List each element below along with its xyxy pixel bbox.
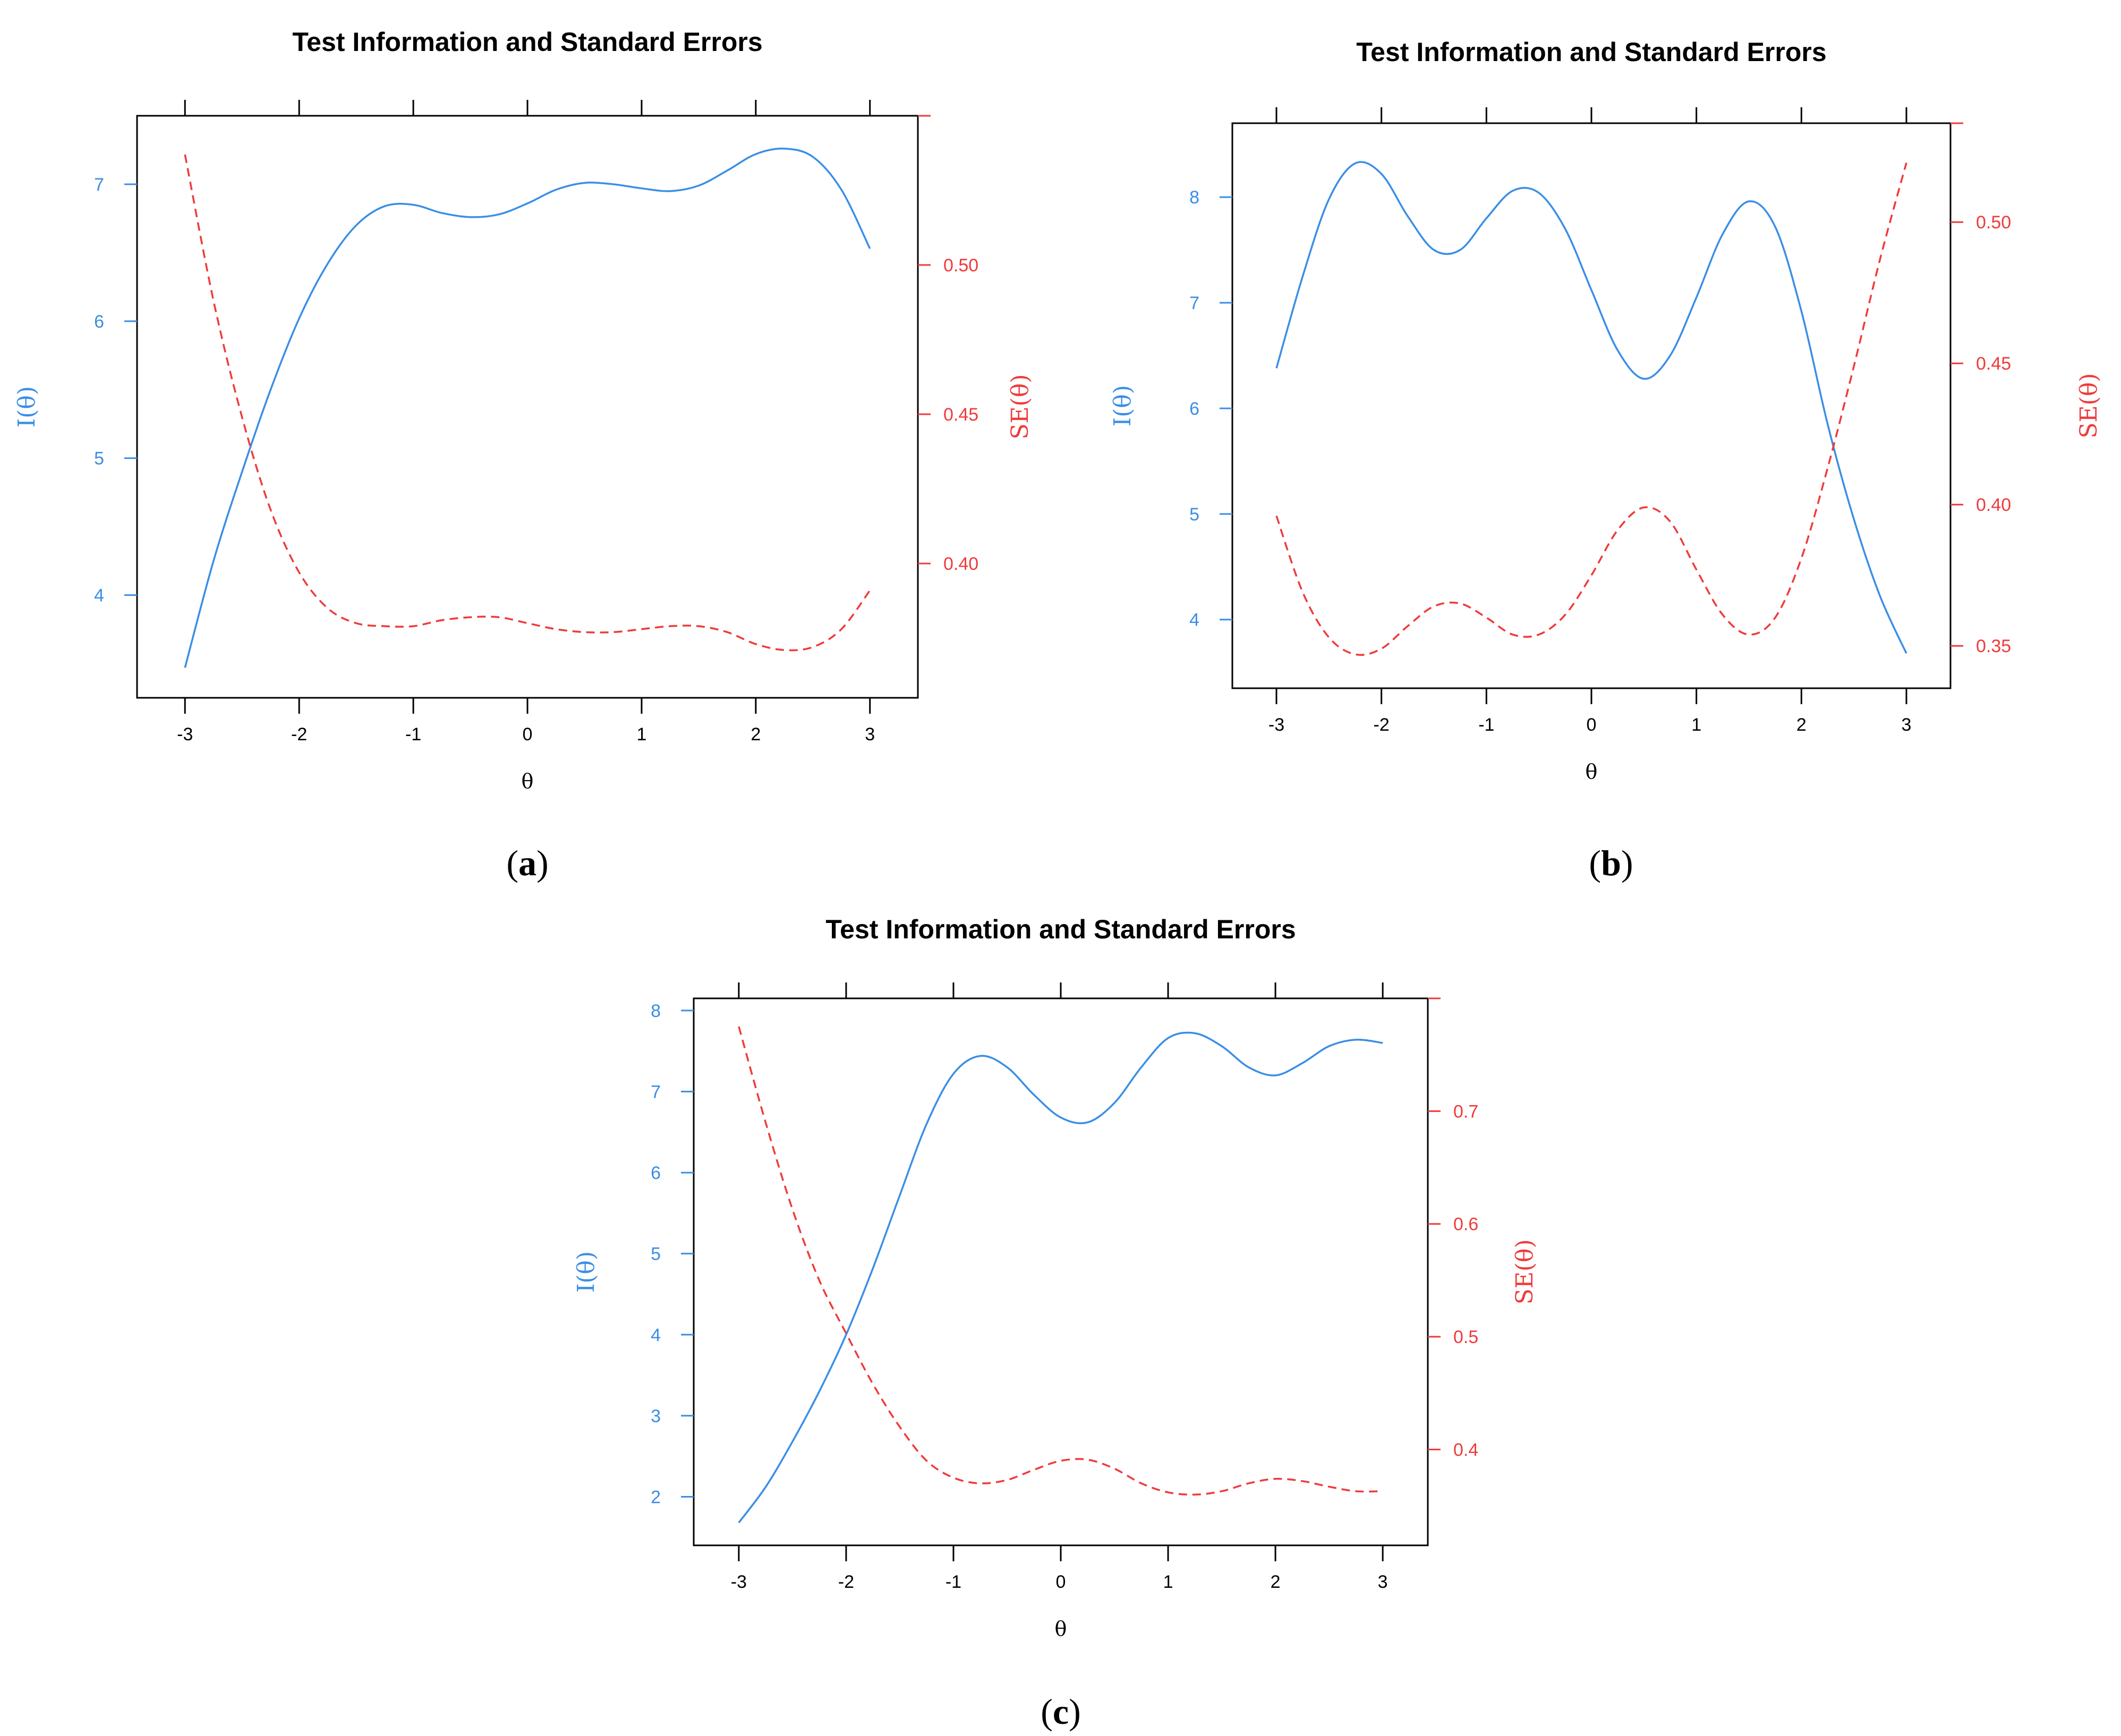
y-left-tick-label: 8 [1189,187,1199,208]
y-right-tick-label: 0.7 [1453,1101,1478,1122]
y-left-axis-label: I(θ) [13,386,40,427]
y-left-tick-label: 3 [651,1406,661,1426]
x-tick-label: -1 [405,724,421,745]
y-right-tick-label: 0.5 [1453,1327,1478,1347]
y-left-axis-label: I(θ) [573,1251,600,1293]
y-left-axis-label: I(θ) [1109,385,1136,426]
y-left-tick-label: 5 [94,449,104,469]
x-tick-label: 1 [1163,1572,1173,1592]
x-tick-label: 2 [1796,715,1807,735]
chart-panel-b: Test Information and Standard Errors -3 -2… [1109,37,2102,883]
panel-label: (a) [506,843,548,883]
x-axis-label: θ [522,769,534,793]
y-right-tick-label: 0.45 [943,405,978,425]
y-left-tick-label: 4 [94,586,104,606]
plot-frame [693,997,1429,1546]
y-left-tick-label: 5 [1189,504,1199,525]
y-right-axis-label: SE(θ) [1511,1239,1538,1304]
y-right-tick-label: 0.50 [1976,212,2011,233]
x-axis-label: θ [1055,1617,1067,1640]
y-right-tick-label: 0.35 [1976,636,2011,656]
x-tick-label: 1 [1691,715,1701,735]
y-left-tick-label: 6 [94,312,104,332]
x-tick-label: 0 [523,724,533,745]
y-left-tick-label: 8 [651,1001,661,1021]
y-left-tick-label: 7 [1189,293,1199,313]
standard-error-curve [738,1026,1383,1496]
x-tick-label: 2 [1271,1572,1281,1592]
y-left-tick-label: 7 [651,1082,661,1102]
x-tick-label: 0 [1056,1572,1066,1592]
y-right-tick-label: 0.4 [1453,1440,1478,1460]
x-tick-label: 3 [1378,1572,1388,1592]
chart-panel-c: Test Information and Standard Errors -3 -2… [573,914,1538,1732]
panel-label: (b) [1589,843,1633,883]
chart-title: Test Information and Standard Errors [292,27,762,57]
information-curve [738,1031,1383,1524]
panel-label: (c) [1041,1691,1081,1732]
x-tick-label: -1 [1478,715,1494,735]
y-left-tick-label: 5 [651,1244,661,1264]
chart-title: Test Information and Standard Errors [1356,37,1826,67]
y-right-tick-label: 0.40 [943,554,978,574]
plot-frame [1231,122,1952,689]
x-tick-label: 0 [1587,715,1597,735]
x-tick-label: -2 [1374,715,1390,735]
information-curve [184,148,871,668]
x-tick-label: -1 [945,1572,961,1592]
x-tick-label: -3 [731,1572,747,1592]
x-tick-label: 1 [636,724,646,745]
y-left-tick-label: 7 [94,175,104,195]
standard-error-curve [1275,163,1907,656]
x-tick-label: -3 [1268,715,1284,735]
x-tick-label: 3 [865,724,875,745]
x-tick-label: 2 [751,724,761,745]
x-tick-label: 3 [1902,715,1912,735]
x-axis-label: θ [1586,760,1598,783]
y-left-tick-label: 2 [651,1487,661,1507]
y-right-axis-label: SE(θ) [1007,374,1034,439]
x-tick-label: -2 [838,1572,854,1592]
y-left-tick-label: 6 [1189,399,1199,419]
y-right-tick-label: 0.6 [1453,1215,1478,1235]
standard-error-curve [184,154,871,652]
x-tick-label: -3 [177,724,193,745]
chart-title: Test Information and Standard Errors [825,914,1296,944]
y-left-tick-label: 6 [651,1163,661,1183]
y-right-tick-label: 0.45 [1976,354,2011,374]
y-right-tick-label: 0.50 [943,255,978,276]
information-curve [1275,161,1907,654]
y-right-tick-label: 0.40 [1976,495,2011,515]
y-left-tick-label: 4 [1189,610,1199,630]
y-right-axis-label: SE(θ) [2075,373,2102,438]
chart-panel-a: Test Information and Standard Errors -3 -2… [13,27,1034,883]
y-left-tick-label: 4 [651,1325,661,1345]
x-tick-label: -2 [291,724,307,745]
